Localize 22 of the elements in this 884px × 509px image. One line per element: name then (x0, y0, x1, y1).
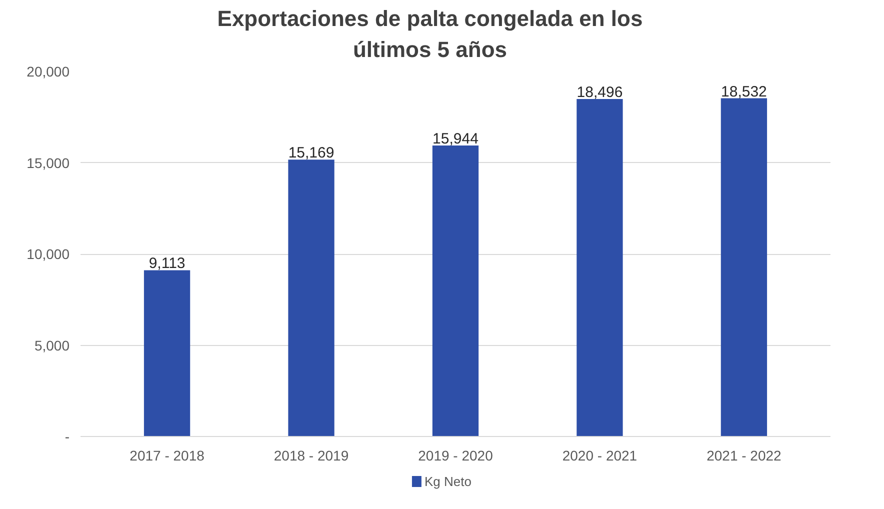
y-tick-label: 15,000 (26, 154, 70, 170)
data-label: 15,169 (288, 144, 334, 162)
x-tick-label: 2019 - 2020 (418, 447, 494, 464)
bar (288, 159, 334, 436)
y-tick-label: 5,000 (34, 336, 70, 353)
data-label: 18,496 (576, 84, 623, 101)
y-tick-label: 20,000 (26, 63, 70, 80)
chart-title: Exportaciones de palta congelada en los últimos 5 años (216, 5, 644, 64)
data-label: 15,944 (432, 130, 478, 148)
x-tick-label: 2017 - 2018 (130, 447, 205, 464)
x-tick-label: 2021 - 2022 (706, 447, 782, 464)
data-label: 9,113 (148, 254, 186, 272)
bar (144, 270, 190, 436)
x-tick-label: 2020 - 2021 (562, 447, 638, 464)
bar (576, 98, 623, 436)
x-tick-label: 2018 - 2019 (274, 447, 349, 464)
bar (720, 98, 768, 436)
data-label: 18,532 (721, 82, 767, 100)
y-tick-label: - (64, 428, 70, 444)
legend-label: Kg Neto (424, 474, 472, 489)
bar (432, 145, 479, 436)
y-tick-label: 10,000 (26, 246, 70, 262)
